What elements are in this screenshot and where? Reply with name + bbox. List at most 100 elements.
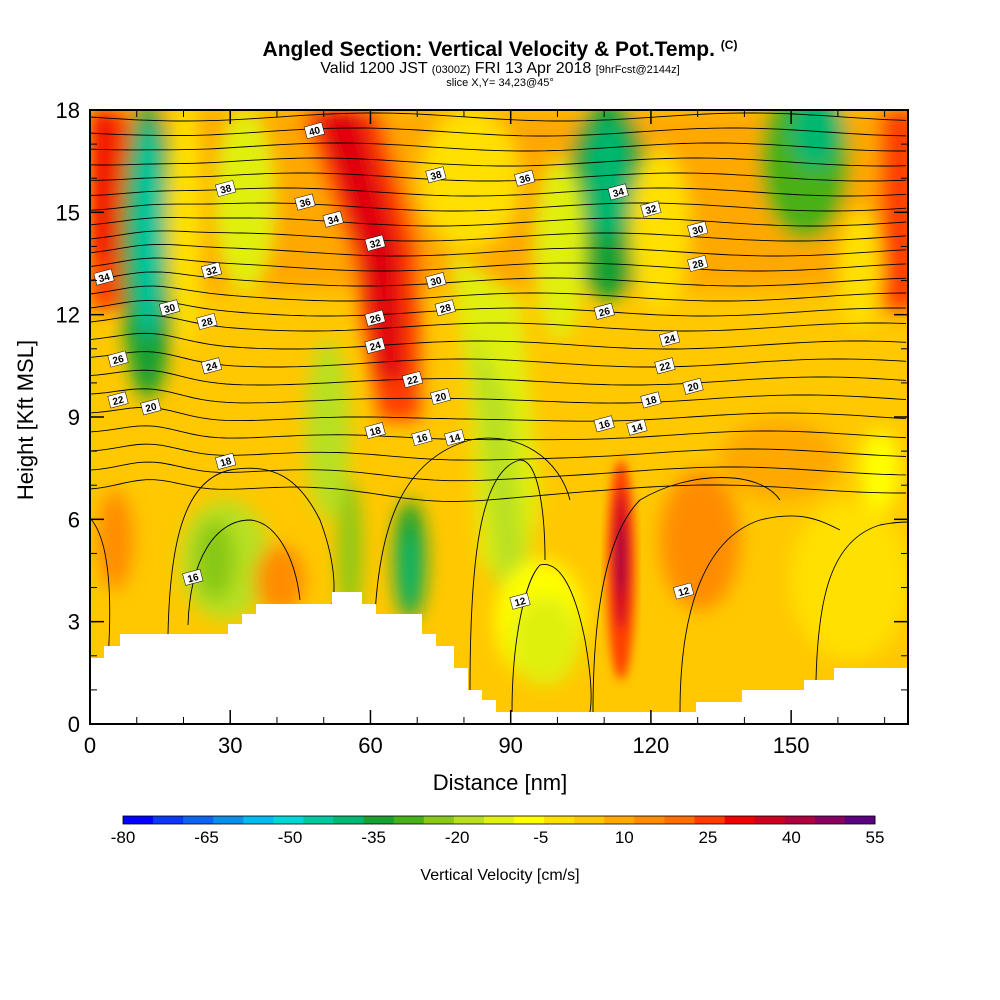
contour-label: 26	[364, 309, 386, 327]
theta-contour	[90, 157, 907, 167]
theta-contour	[90, 300, 907, 317]
x-tick-label: 60	[358, 733, 382, 758]
y-tick-label: 9	[68, 405, 80, 430]
contour-label-bg	[434, 299, 456, 317]
contour-label: 40	[303, 122, 325, 139]
colorbar-tick-label: 40	[782, 828, 801, 847]
contour-label: 38	[425, 166, 447, 184]
colorbar-swatch	[724, 816, 756, 824]
contour-label-bg	[401, 371, 424, 388]
contour-label-bg	[673, 582, 695, 600]
colorbar-tick-label: -5	[533, 828, 548, 847]
contour-label-bg	[322, 210, 344, 228]
contour-label-text: 12	[514, 596, 528, 610]
contour-label-bg	[659, 330, 681, 347]
contour-label-text: 18	[219, 456, 233, 470]
lower-contour	[167, 467, 335, 635]
contour-label-bg	[682, 377, 704, 395]
contour-label-bg	[93, 268, 115, 286]
y-tick-label: 3	[68, 610, 80, 635]
contour-label-text: 36	[518, 173, 532, 187]
contour-label-bg	[514, 169, 536, 187]
colorbar-swatch	[363, 816, 395, 824]
chart-title: Angled Section: Vertical Velocity & Pot.…	[0, 38, 1000, 62]
contour-label-bg	[654, 357, 676, 375]
colorbar-swatch	[514, 816, 545, 824]
colorbar-swatch	[754, 816, 786, 824]
contour-label-text: 18	[369, 425, 383, 439]
terrain	[90, 592, 908, 724]
x-tick-label: 150	[773, 733, 810, 758]
colorbar-swatch	[574, 816, 605, 824]
contour-label: 26	[107, 350, 129, 368]
contour-label-bg	[444, 429, 466, 446]
velocity-patch	[167, 110, 203, 350]
contour-label: 22	[654, 357, 676, 375]
contour-label-text: 16	[186, 572, 200, 586]
y-tick-label: 6	[68, 507, 80, 532]
contour-label-text: 20	[434, 391, 448, 405]
contour-label-bg	[430, 388, 452, 405]
x-tick-label: 120	[633, 733, 670, 758]
contour-label-text: 36	[299, 197, 313, 211]
theta-contour	[90, 479, 906, 502]
contour-label-bg	[687, 220, 709, 238]
contour-label-bg	[215, 452, 237, 470]
contour-label-text: 32	[644, 203, 658, 217]
contour-label-text: 20	[687, 381, 701, 395]
contour-label-bg	[640, 391, 662, 409]
contour-label: 20	[430, 388, 452, 405]
x-axis-label: Distance [nm]	[433, 770, 568, 795]
contour-label-text: 38	[429, 169, 443, 183]
contour-label: 16	[182, 568, 204, 586]
contour-label: 16	[411, 429, 433, 446]
velocity-patch	[838, 210, 882, 330]
slice-info: slice X,Y= 34,23@45°	[446, 77, 554, 89]
lower-contour	[679, 515, 841, 713]
velocity-patch	[660, 470, 740, 610]
velocity-patches	[90, 110, 908, 685]
colorbar-swatch	[393, 816, 425, 824]
contour-label: 24	[659, 330, 681, 347]
theta-contour	[90, 271, 907, 287]
valid-date: FRI 13 Apr 2018	[474, 60, 592, 77]
theta-contour	[90, 230, 907, 242]
contour-label-text: 24	[369, 340, 383, 354]
velocity-field: 40 38 38 36 36 34 34 32 32 34 32 30 30 28 30 28 28 26 26 24…	[90, 110, 908, 724]
chart-title-main: Angled Section: Vertical Velocity & Pot.…	[262, 38, 715, 61]
colorbar-swatch	[213, 816, 244, 824]
contour-label: 16	[593, 415, 615, 433]
velocity-patch	[338, 480, 362, 620]
velocity-patch	[215, 110, 275, 290]
theta-contour	[90, 314, 907, 332]
contour-label-text: 20	[144, 401, 158, 415]
contour-label-text: 16	[415, 432, 429, 446]
contour-label: 28	[687, 255, 709, 272]
chart-title-suffix: (C)	[720, 38, 738, 52]
velocity-patch	[720, 420, 840, 500]
colorbar-swatch	[634, 816, 665, 824]
colorbar-swatch	[784, 816, 816, 824]
contour-label: 18	[640, 391, 662, 409]
theta-contour	[90, 243, 907, 257]
contour-label-text: 34	[327, 214, 341, 228]
contour-label-bg	[200, 357, 223, 375]
potential-temperature-contours	[90, 112, 907, 502]
contour-label: 24	[200, 357, 223, 375]
contour-label-bg	[411, 429, 433, 446]
colorbar-tick-label: 10	[615, 828, 634, 847]
theta-contour	[90, 112, 907, 122]
contour-label-text: 26	[112, 354, 126, 368]
contour-label: 22	[107, 391, 129, 409]
updraft-core-inner	[617, 525, 625, 595]
contour-label-text: 28	[200, 316, 214, 330]
contour-label-text: 26	[369, 313, 383, 327]
contour-label: 14	[626, 418, 648, 436]
theta-contour	[90, 202, 907, 212]
colorbar-tick-label: -50	[278, 828, 303, 847]
contour-label-text: 22	[658, 360, 672, 374]
contour-label-bg	[593, 302, 615, 320]
contour-label: 30	[425, 272, 447, 290]
